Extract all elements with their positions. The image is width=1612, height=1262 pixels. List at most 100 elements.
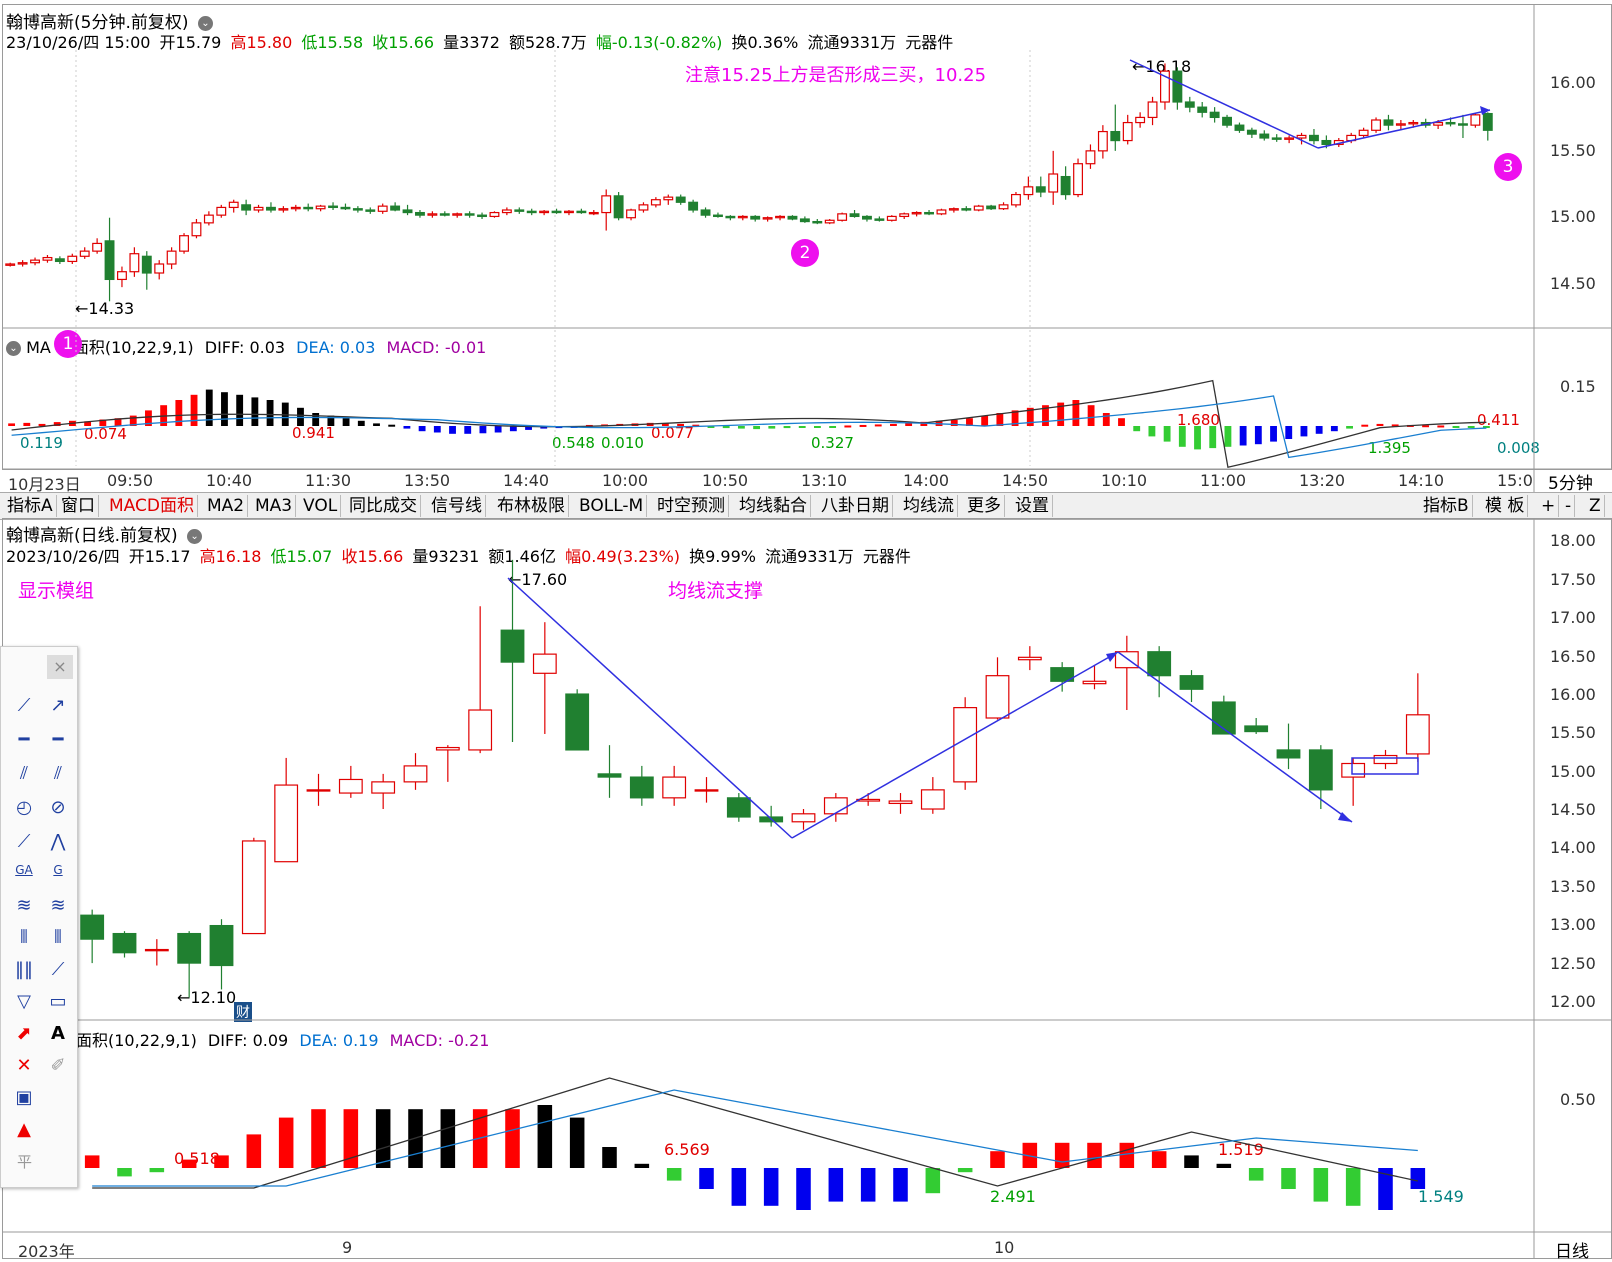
intraday-candle-body — [700, 209, 711, 216]
parallel-lines-tool-icon[interactable]: ⫽ — [19, 763, 29, 784]
tab-template[interactable]: 模 板 — [1482, 495, 1529, 517]
chart-image-tool-icon[interactable]: ▣ — [15, 1087, 33, 1108]
daily-macd-bar — [1216, 1163, 1232, 1168]
daily-ytick: 12.50 — [1550, 954, 1596, 973]
arrow-line-tool-icon[interactable]: ↗ — [50, 695, 66, 716]
gann-angle-tool-icon[interactable]: GA — [15, 863, 33, 877]
fib-time-tool-icon[interactable]: ⦀ — [54, 927, 62, 948]
financial-badge[interactable]: 财 — [234, 1002, 252, 1022]
tab-indicator-a[interactable]: 指标A — [4, 495, 57, 517]
intraday-macd-bar — [1057, 402, 1065, 426]
text-tool-icon[interactable]: A — [51, 1023, 65, 1044]
intraday-candle-body — [241, 204, 252, 211]
cycle-lines-tool-icon[interactable]: ⦀ — [20, 927, 28, 948]
tab-ma2[interactable]: MA2 — [204, 495, 249, 517]
intraday-candle-body — [179, 235, 189, 252]
daily-candle-body — [1050, 667, 1075, 682]
tab-ma-flow[interactable]: 均线流 — [900, 495, 958, 517]
zoom-out-button[interactable]: - — [1562, 495, 1576, 517]
up-down-mark-tool-icon[interactable]: ▲ — [17, 1119, 31, 1140]
daily-high: 高16.18 — [199, 547, 262, 566]
tab-boll-m[interactable]: BOLL-M — [576, 495, 648, 517]
intraday-candle-body — [576, 210, 587, 214]
zigzag-tool-icon[interactable]: ⋀ — [50, 831, 66, 852]
intraday-macd-bar — [175, 400, 183, 426]
gann-line-tool-icon[interactable]: G — [53, 863, 63, 877]
daily-macd-bar — [214, 1155, 229, 1168]
intraday-trend-down — [1129, 59, 1319, 149]
intraday-low-label: ←14.33 — [75, 299, 135, 318]
intraday-diff-line — [11, 379, 1487, 469]
intraday-dropdown-icon[interactable]: ⌄ — [197, 15, 213, 31]
tab-indicator-b[interactable]: 指标B — [1420, 495, 1473, 517]
intraday-xtick: 10:40 — [206, 471, 253, 490]
intraday-macd-bar — [722, 426, 730, 429]
intraday-candle-body — [911, 211, 922, 215]
daily-candle-body — [1211, 701, 1236, 735]
intraday-candle-body — [1135, 116, 1146, 124]
intraday-candle-body — [650, 199, 661, 206]
tab-more[interactable]: 更多 — [964, 495, 1005, 517]
triangle-tool-icon[interactable]: ▽ — [17, 991, 31, 1012]
buy-sell-mark-tool-icon[interactable]: ⬈ — [16, 1023, 32, 1044]
intraday-candle-body — [1023, 186, 1034, 196]
tab-signal-line[interactable]: 信号线 — [428, 495, 486, 517]
horizontal-line-tool-icon[interactable]: ━ — [18, 729, 30, 750]
tab-ma3[interactable]: MA3 — [252, 495, 297, 517]
delete-tool-icon[interactable]: ✕ — [16, 1055, 32, 1076]
daily-macd-bar — [1184, 1155, 1199, 1168]
intraday-macd-bar — [99, 419, 107, 426]
zoom-in-button[interactable]: + — [1538, 495, 1560, 517]
tab-macd-area[interactable]: MACD面积 — [106, 495, 198, 517]
daily-dropdown-icon[interactable]: ⌄ — [187, 528, 203, 544]
intraday-period[interactable]: 5分钟 — [1548, 474, 1593, 494]
intraday-candle-body — [539, 210, 550, 214]
circle-tool-icon[interactable]: ◴ — [16, 797, 32, 818]
intraday-macd-label: 1.395 — [1368, 439, 1411, 457]
fan-lines-tool-icon[interactable]: ≋ — [16, 895, 32, 916]
daily-candle-body — [338, 778, 363, 794]
vertical-lines-tool-icon[interactable]: ‖‖ — [15, 959, 33, 980]
fan-tool-icon[interactable]: ⟋ — [51, 959, 65, 980]
line-segment-tool-icon[interactable]: ⟋ — [17, 695, 31, 716]
intraday-date: 23/10/26/四 15:00 — [6, 33, 151, 52]
polyline-tool-icon[interactable]: ⟋ — [17, 831, 31, 852]
toolbox-close-button[interactable]: × — [47, 655, 73, 679]
intraday-candle-body — [154, 263, 165, 274]
intraday-candle-body — [874, 218, 885, 221]
intraday-macd-bar — [479, 426, 487, 434]
intraday-candle-body — [551, 210, 562, 214]
intraday-macd-bar — [905, 422, 913, 426]
daily-candle-body — [823, 797, 848, 815]
eraser-tool-icon[interactable]: ✐ — [50, 1055, 66, 1076]
intraday-xtick: 11:30 — [305, 471, 352, 490]
z-button[interactable]: Z — [1586, 495, 1605, 517]
tab-bollinger-limit[interactable]: 布林极限 — [494, 495, 569, 517]
horizontal-segment-tool-icon[interactable]: ━ — [52, 729, 64, 750]
intraday-candle-body — [42, 256, 53, 261]
toolbox-flat-label[interactable]: 平 — [17, 1153, 33, 1171]
intraday-macd-bar — [1270, 426, 1277, 442]
daily-candle-body — [371, 781, 396, 794]
tab-time-space[interactable]: 时空预测 — [654, 495, 729, 517]
intraday-macd-dropdown-icon[interactable]: ⌄ — [6, 341, 21, 356]
tab-settings[interactable]: 设置 — [1012, 495, 1053, 517]
speed-lines-tool-icon[interactable]: ≋ — [50, 895, 66, 916]
intraday-macd-bar — [737, 426, 745, 429]
tab-yoy-volume[interactable]: 同比成交 — [346, 495, 421, 517]
tab-window[interactable]: 窗口 — [58, 495, 99, 517]
daily-macd-bar — [1313, 1168, 1329, 1202]
rectangle-tool-icon[interactable]: ▭ — [49, 991, 67, 1012]
tab-ma-bond[interactable]: 均线黏合 — [736, 495, 811, 517]
daily-low-label-text: 12.10 — [190, 988, 237, 1007]
tab-vol[interactable]: VOL — [300, 495, 342, 517]
intraday-candle-body — [1433, 121, 1444, 126]
intraday-candle-body — [290, 206, 301, 210]
intraday-macd-bar — [1315, 426, 1323, 434]
daily-period[interactable]: 日线 — [1555, 1242, 1589, 1262]
ellipse-tool-icon[interactable]: ⊘ — [50, 797, 66, 818]
parallel-channel-tool-icon[interactable]: ⫽ — [53, 763, 63, 784]
indicator-tab-bar: 指标A 窗口 MACD面积 MA2 MA3 VOL 同比成交 信号线 布林极限 … — [0, 492, 1612, 520]
daily-macd-bar — [796, 1168, 811, 1210]
tab-bagua-date[interactable]: 八卦日期 — [818, 495, 893, 517]
